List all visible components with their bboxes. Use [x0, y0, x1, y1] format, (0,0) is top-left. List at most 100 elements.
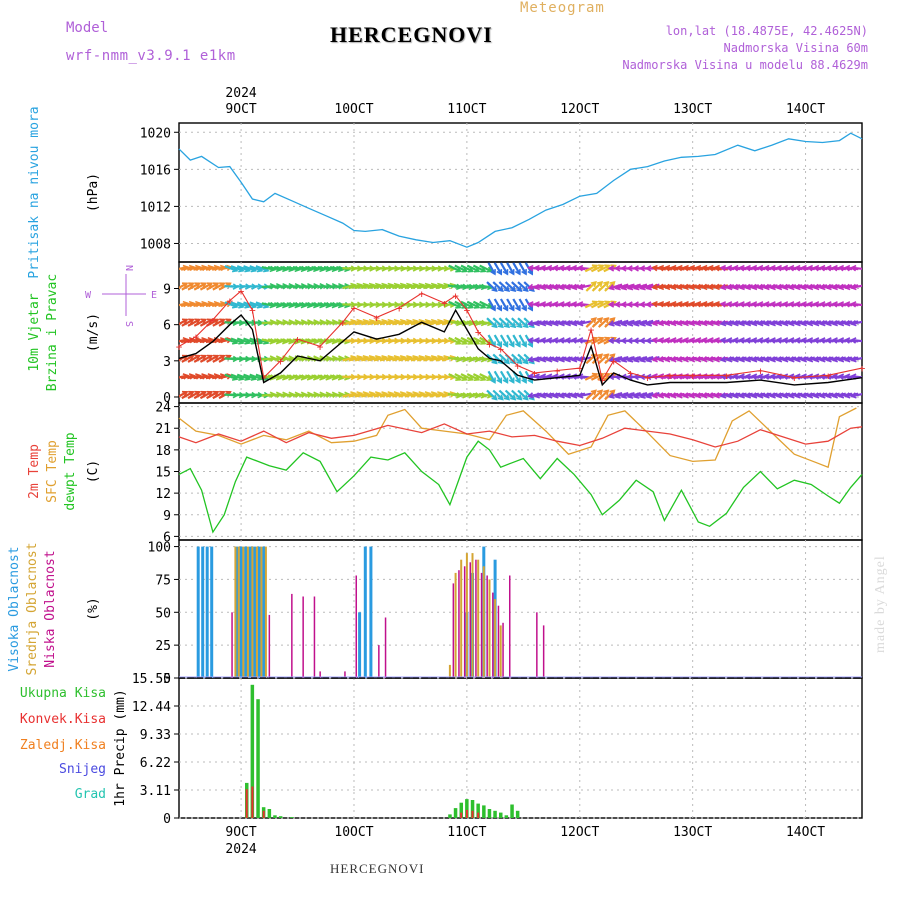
wind-arrow-head [744, 337, 751, 344]
cloud-bar-mid [471, 553, 474, 678]
cloud-bar-mid [448, 664, 451, 678]
wind-arrow [498, 389, 510, 401]
wind-arrow-head [508, 305, 515, 312]
wind-arrow-head [806, 337, 814, 344]
wind-arrow-head [545, 264, 553, 272]
wind-arrow [493, 334, 503, 347]
top-day-tick-label: 13OCT [673, 102, 712, 117]
wind-arrow-head [688, 300, 696, 308]
wind-arrow [280, 302, 294, 307]
wind-arrow [385, 320, 399, 326]
wind-arrow [504, 281, 516, 292]
cloud-bar-low [302, 596, 304, 678]
wind-arrow [764, 392, 778, 398]
wind-arrow-head [645, 373, 652, 381]
wind-arrow-head [626, 373, 633, 381]
cloud-bar-low [458, 570, 460, 678]
wind-arrow [553, 392, 567, 398]
wind-arrow [179, 318, 188, 326]
wind-arrow [317, 266, 331, 271]
wind-arrow-head [694, 337, 702, 344]
wind-arrow-head [558, 373, 565, 380]
wind-arrow [398, 320, 412, 326]
cloud-bar-low [542, 625, 545, 678]
wind-arrow [193, 354, 207, 363]
wind-arrow-head [688, 373, 696, 380]
cloud-bar-low [378, 645, 380, 678]
wind-arrow-head [800, 264, 807, 272]
wind-arrow-head [576, 264, 584, 272]
wind-arrow-head [794, 283, 801, 291]
wind-arrow-head [800, 320, 807, 327]
wind-arrow [478, 320, 493, 325]
wind-arrow-head [497, 394, 504, 401]
wind-arrow [261, 338, 275, 344]
wind-arrow-head [503, 322, 511, 329]
wind-arrow [448, 300, 461, 309]
wind-arrow-head [812, 356, 820, 363]
gust-marker: + [689, 369, 696, 382]
wind-arrow-head [713, 319, 720, 327]
wind-arrow [627, 355, 642, 362]
pressure-ylabel: Pritisak na nivou mora [27, 106, 42, 278]
wind-arrow-head [850, 301, 857, 308]
wind-arrow [454, 373, 467, 381]
wind-arrow [323, 302, 337, 307]
wind-arrow [448, 373, 461, 381]
wind-arrow [615, 355, 629, 362]
wind-arrow-head [539, 373, 547, 380]
wind-arrow [373, 356, 387, 362]
wind-arrow [578, 284, 592, 289]
wind-arrow [486, 389, 498, 401]
wind-arrow [181, 318, 194, 327]
wind-arrow-head [516, 322, 523, 329]
gust-marker: + [644, 372, 651, 385]
wind-arrow [783, 320, 797, 325]
precip-bar-1 [251, 786, 254, 818]
wind-arrow-head [522, 322, 529, 329]
wind-arrow-head [812, 392, 820, 399]
wind-arrow-head [570, 320, 578, 327]
wind-arrow-head [850, 337, 857, 344]
pressure-series-line [178, 132, 863, 248]
pressure-unit-label: (hPa) [86, 173, 101, 212]
wind-arrow-head [682, 337, 689, 344]
wind-arrow [460, 336, 474, 345]
precip-unit-label: 1hr Precip (mm) [113, 689, 128, 806]
wind-arrow [205, 374, 219, 380]
wind-arrow [727, 356, 741, 362]
wind-arrow-head [657, 300, 665, 308]
wind-arrow [180, 374, 195, 380]
cloud-bar-low [497, 605, 500, 678]
wind-arrow-head [756, 283, 764, 291]
wind-arrow-head [626, 265, 633, 272]
wind-arrow-head [219, 354, 226, 361]
wind-arrow [180, 266, 195, 271]
wind-arrow-head [521, 305, 527, 312]
wind-arrow [572, 320, 586, 325]
wind-arrow [795, 320, 809, 325]
wind-arrow-head [750, 320, 758, 327]
wind-arrow-head [670, 355, 677, 363]
gust-marker: + [238, 285, 245, 298]
wind-arrow [199, 318, 213, 327]
wind-arrow-head [819, 356, 826, 363]
cloud-bar-mid [260, 546, 263, 678]
wind-arrow-head [719, 320, 727, 327]
wind-arrow [193, 318, 207, 327]
wind-arrow-head [206, 354, 214, 361]
model-altitude-label: Nadmorska Visina u modelu 88.4629m [622, 58, 868, 72]
wind-arrow [479, 264, 492, 273]
gust-marker: + [475, 326, 482, 339]
wind-arrow-head [756, 392, 764, 399]
wind-arrow-head [576, 392, 584, 399]
wind-arrow-head [558, 356, 565, 363]
wind-arrow-head [719, 392, 727, 399]
wind-arrow-head [837, 356, 845, 363]
wind-arrow [311, 302, 325, 307]
wind-arrow-head [837, 373, 845, 380]
wind-arrow-head [188, 390, 195, 397]
wind-arrow-head [539, 283, 547, 291]
wind-arrow [609, 283, 623, 290]
precip-bar-0 [470, 800, 475, 818]
